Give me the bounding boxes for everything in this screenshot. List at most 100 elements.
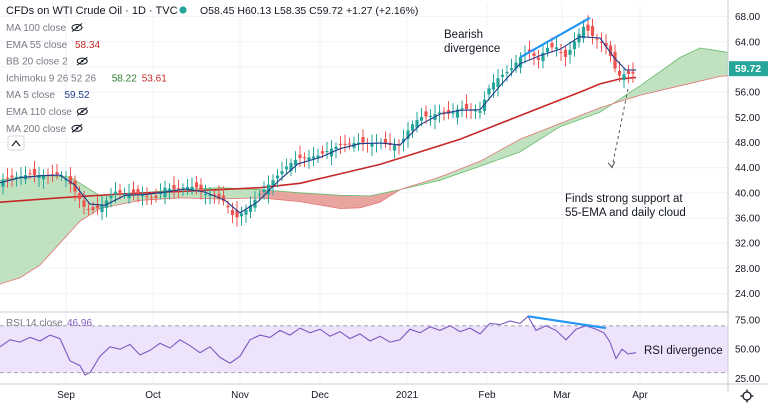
- support-projection-arrow[interactable]: [611, 88, 629, 168]
- candle: [221, 186, 226, 206]
- candle: [338, 135, 343, 155]
- legend-value: 53.61: [142, 73, 167, 84]
- candle: [536, 50, 541, 69]
- candle: [275, 169, 280, 188]
- candle: [50, 164, 55, 183]
- candle: [86, 201, 91, 216]
- collapse-legend-button[interactable]: [7, 135, 25, 151]
- candle: [496, 69, 500, 97]
- gear-icon: [742, 391, 752, 401]
- price-tick-label: 24.00: [735, 289, 760, 300]
- candle: [14, 171, 19, 187]
- candle: [581, 19, 586, 43]
- rsi-tick-label: 25.00: [735, 374, 760, 385]
- rsi-band: [0, 325, 728, 373]
- candle: [460, 100, 464, 117]
- candle: [311, 146, 316, 167]
- candle: [194, 176, 199, 195]
- legend-label: MA 100 close: [6, 23, 66, 34]
- price-tick-label: 32.00: [735, 239, 760, 250]
- candle: [325, 141, 329, 159]
- candle: [122, 187, 127, 199]
- candle: [208, 187, 212, 205]
- candle: [568, 41, 572, 64]
- time-axis[interactable]: Sep Oct Nov Dec 2021 Feb Mar Apr: [57, 390, 648, 401]
- candle: [239, 206, 244, 226]
- candle: [518, 52, 523, 74]
- candle: [541, 43, 545, 69]
- eye-off-icon[interactable]: [71, 123, 83, 133]
- candle: [595, 33, 599, 49]
- rsi-legend-label[interactable]: RSI 14 close: [6, 318, 63, 329]
- price-tick-label: 28.00: [735, 264, 760, 275]
- candle: [28, 168, 32, 180]
- price-tick-label: 56.00: [735, 88, 760, 99]
- candle: [19, 167, 23, 185]
- symbol-title[interactable]: CFDs on WTI Crude Oil · 1D · TVC: [6, 5, 178, 17]
- time-tick-label: Nov: [231, 390, 249, 401]
- candle: [212, 190, 217, 204]
- legend-value: 59.52: [65, 90, 90, 101]
- rsi-trendline[interactable]: [527, 315, 607, 330]
- chevron-up-icon: [11, 140, 21, 147]
- rsi-tick-label: 50.00: [735, 345, 760, 356]
- candle: [626, 64, 631, 84]
- candle: [190, 177, 194, 195]
- candle: [109, 187, 113, 208]
- candle: [563, 45, 568, 67]
- candle: [302, 152, 307, 168]
- time-tick-label: Feb: [478, 390, 496, 401]
- legend-row[interactable]: MA 200 close: [6, 123, 83, 135]
- legend-row[interactable]: EMA 110 close: [6, 107, 88, 118]
- candle: [545, 41, 550, 57]
- eye-off-icon[interactable]: [71, 23, 83, 32]
- candle: [131, 181, 136, 201]
- legend-row[interactable]: Ichimoku 9 26 52 26 58.22 53.61: [6, 73, 167, 84]
- candle: [266, 175, 271, 204]
- candle: [617, 61, 622, 82]
- candle: [631, 62, 635, 83]
- candle: [406, 122, 410, 148]
- time-tick-label: Oct: [145, 390, 161, 401]
- candle: [10, 168, 14, 187]
- bearish-cloud: [260, 189, 400, 209]
- rsi-axis[interactable]: 25.00 50.00 75.00: [735, 315, 760, 385]
- price-tick-label: 40.00: [735, 188, 760, 199]
- candle: [451, 103, 455, 119]
- candle: [590, 18, 595, 45]
- candle: [410, 120, 415, 138]
- legend-row[interactable]: BB 20 close 2: [6, 56, 88, 68]
- bearish-trendline[interactable]: [519, 16, 591, 59]
- candle: [55, 164, 59, 180]
- candle: [307, 149, 311, 169]
- legend-row[interactable]: MA 100 close: [6, 23, 83, 34]
- rsi-tick-label: 75.00: [735, 315, 760, 326]
- price-badge-value: 59.72: [735, 63, 761, 75]
- candle: [248, 196, 253, 219]
- candle: [271, 174, 275, 195]
- price-tick-label: 44.00: [735, 163, 760, 174]
- candle: [235, 200, 239, 227]
- eye-off-icon[interactable]: [76, 107, 88, 116]
- time-tick-label: Dec: [311, 390, 329, 401]
- candle: [554, 38, 559, 57]
- chart-settings-button[interactable]: [740, 389, 754, 403]
- candle: [113, 182, 118, 203]
- candle: [397, 139, 401, 155]
- price-candles: [1, 15, 635, 227]
- candle: [284, 158, 289, 175]
- candle: [392, 138, 397, 159]
- candle: [428, 109, 433, 127]
- price-tick-label: 52.00: [735, 113, 760, 124]
- eye-off-icon[interactable]: [76, 56, 88, 66]
- price-tick-label: 48.00: [735, 138, 760, 149]
- candle: [419, 107, 424, 126]
- bearish-annotation-line1: Bearish: [444, 29, 483, 41]
- legend-row[interactable]: EMA 55 close 58.34: [6, 40, 100, 51]
- price-tick-label: 64.00: [735, 37, 760, 48]
- candle: [370, 134, 374, 156]
- candle: [176, 179, 181, 198]
- candle: [257, 190, 262, 202]
- ma5-line: [0, 36, 637, 214]
- legend-row[interactable]: MA 5 close 59.52: [6, 90, 90, 101]
